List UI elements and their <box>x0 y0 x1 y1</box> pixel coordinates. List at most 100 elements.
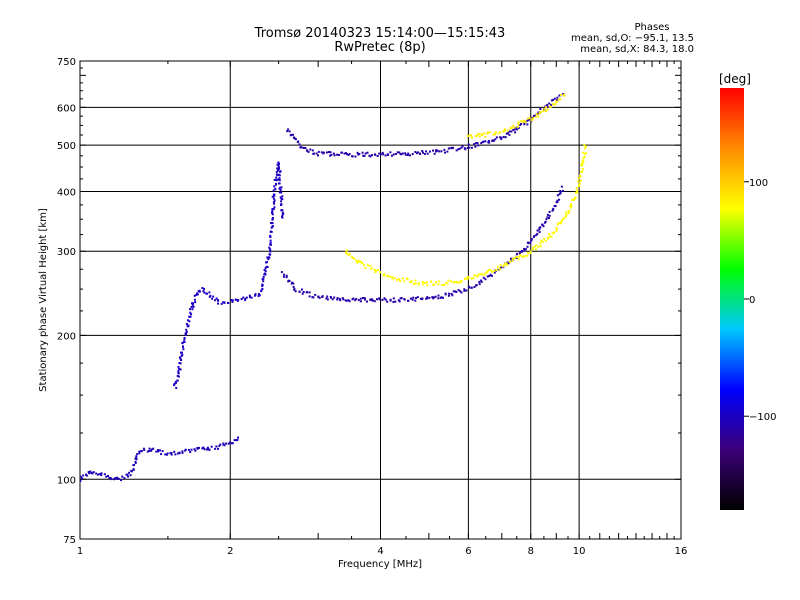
echo-point <box>553 97 556 100</box>
phase-stats-heading: Phases <box>634 22 670 33</box>
echo-point <box>170 453 173 456</box>
echo-point <box>192 302 195 305</box>
echo-point <box>437 297 440 300</box>
echo-point <box>411 298 414 301</box>
echo-point <box>397 277 400 280</box>
echo-point <box>539 242 542 245</box>
echo-point <box>546 108 549 111</box>
echo-point <box>406 154 409 156</box>
echo-point <box>484 271 487 274</box>
echo-point <box>359 300 362 303</box>
echo-point <box>417 282 420 285</box>
echo-point <box>201 287 204 289</box>
echo-point <box>308 291 311 294</box>
echo-point <box>458 147 461 150</box>
chart-title: Tromsø 20140323 15:14:00—15:15:43 <box>254 26 506 41</box>
echo-point <box>412 296 415 299</box>
echo-point <box>533 114 536 117</box>
echo-point <box>546 213 549 216</box>
y-axis-label: Stationary phase Virtual Height [km] <box>38 208 49 392</box>
echo-point <box>510 257 512 260</box>
echo-point <box>160 453 163 456</box>
echo-point <box>198 446 200 449</box>
echo-point <box>407 152 410 155</box>
echo-point <box>463 288 466 291</box>
echo-point <box>386 274 389 277</box>
echo-point <box>534 115 537 118</box>
echo-point <box>518 255 521 258</box>
echo-point <box>347 254 350 257</box>
echo-point <box>378 298 381 301</box>
echo-point <box>582 157 585 160</box>
echo-point <box>404 152 407 155</box>
echo-point <box>174 453 177 456</box>
echo-point <box>231 300 234 303</box>
phase-stats: Phases mean, sd,O: −95.1, 13.5 mean, sd,… <box>560 22 694 55</box>
echo-point <box>329 154 332 157</box>
echo-point <box>458 281 461 284</box>
echo-point <box>570 206 573 209</box>
echo-point <box>267 258 270 261</box>
echo-point <box>517 257 520 260</box>
echo-point <box>242 296 245 299</box>
colorbar-tick-label: 0 <box>749 295 755 306</box>
echo-point <box>534 245 536 248</box>
echo-point <box>325 297 328 300</box>
echo-point <box>274 187 277 190</box>
echo-point <box>304 147 307 149</box>
echo-point <box>495 269 498 272</box>
echo-point <box>271 225 274 227</box>
echo-point <box>173 450 176 453</box>
echo-point <box>552 98 555 101</box>
echo-point <box>407 299 410 302</box>
echo-point <box>370 299 373 302</box>
echo-point <box>341 297 344 300</box>
echo-point <box>369 298 372 301</box>
echo-point <box>339 299 342 302</box>
echo-point <box>495 136 498 139</box>
echo-point <box>299 146 302 149</box>
echo-point <box>281 213 284 216</box>
echo-point <box>356 260 359 263</box>
echo-point <box>516 126 519 128</box>
echo-point <box>418 152 421 155</box>
echo-point <box>196 447 199 449</box>
echo-point <box>552 231 555 234</box>
echo-point <box>244 297 247 300</box>
echo-point <box>329 151 332 154</box>
echo-point <box>549 235 552 238</box>
echo-point <box>276 167 279 170</box>
echo-point <box>426 152 429 155</box>
echo-point <box>476 142 479 145</box>
echo-point <box>551 103 554 106</box>
echo-point <box>556 100 559 103</box>
echo-point <box>467 143 470 146</box>
echo-point <box>185 328 188 331</box>
echo-point <box>532 236 535 238</box>
echo-point <box>583 144 586 146</box>
echo-point <box>194 301 197 304</box>
echo-point <box>229 441 232 444</box>
echo-point <box>275 170 278 173</box>
echo-point <box>425 150 428 153</box>
echo-point <box>280 271 283 274</box>
echo-point <box>480 280 483 283</box>
echo-point <box>336 297 339 300</box>
echo-point <box>386 153 389 156</box>
echo-point <box>392 301 395 303</box>
echo-point <box>422 151 424 154</box>
echo-point <box>531 118 534 120</box>
echo-point <box>269 234 272 237</box>
echo-point <box>211 297 214 300</box>
echo-point <box>370 267 373 270</box>
echo-point <box>541 240 544 243</box>
echo-point <box>502 265 505 268</box>
echo-point <box>356 151 359 154</box>
echo-point <box>181 353 184 356</box>
echo-point <box>486 132 489 135</box>
echo-point <box>266 261 268 264</box>
echo-point <box>505 132 508 135</box>
echo-point <box>493 271 496 274</box>
echo-point <box>544 239 547 242</box>
echo-point <box>563 217 566 220</box>
